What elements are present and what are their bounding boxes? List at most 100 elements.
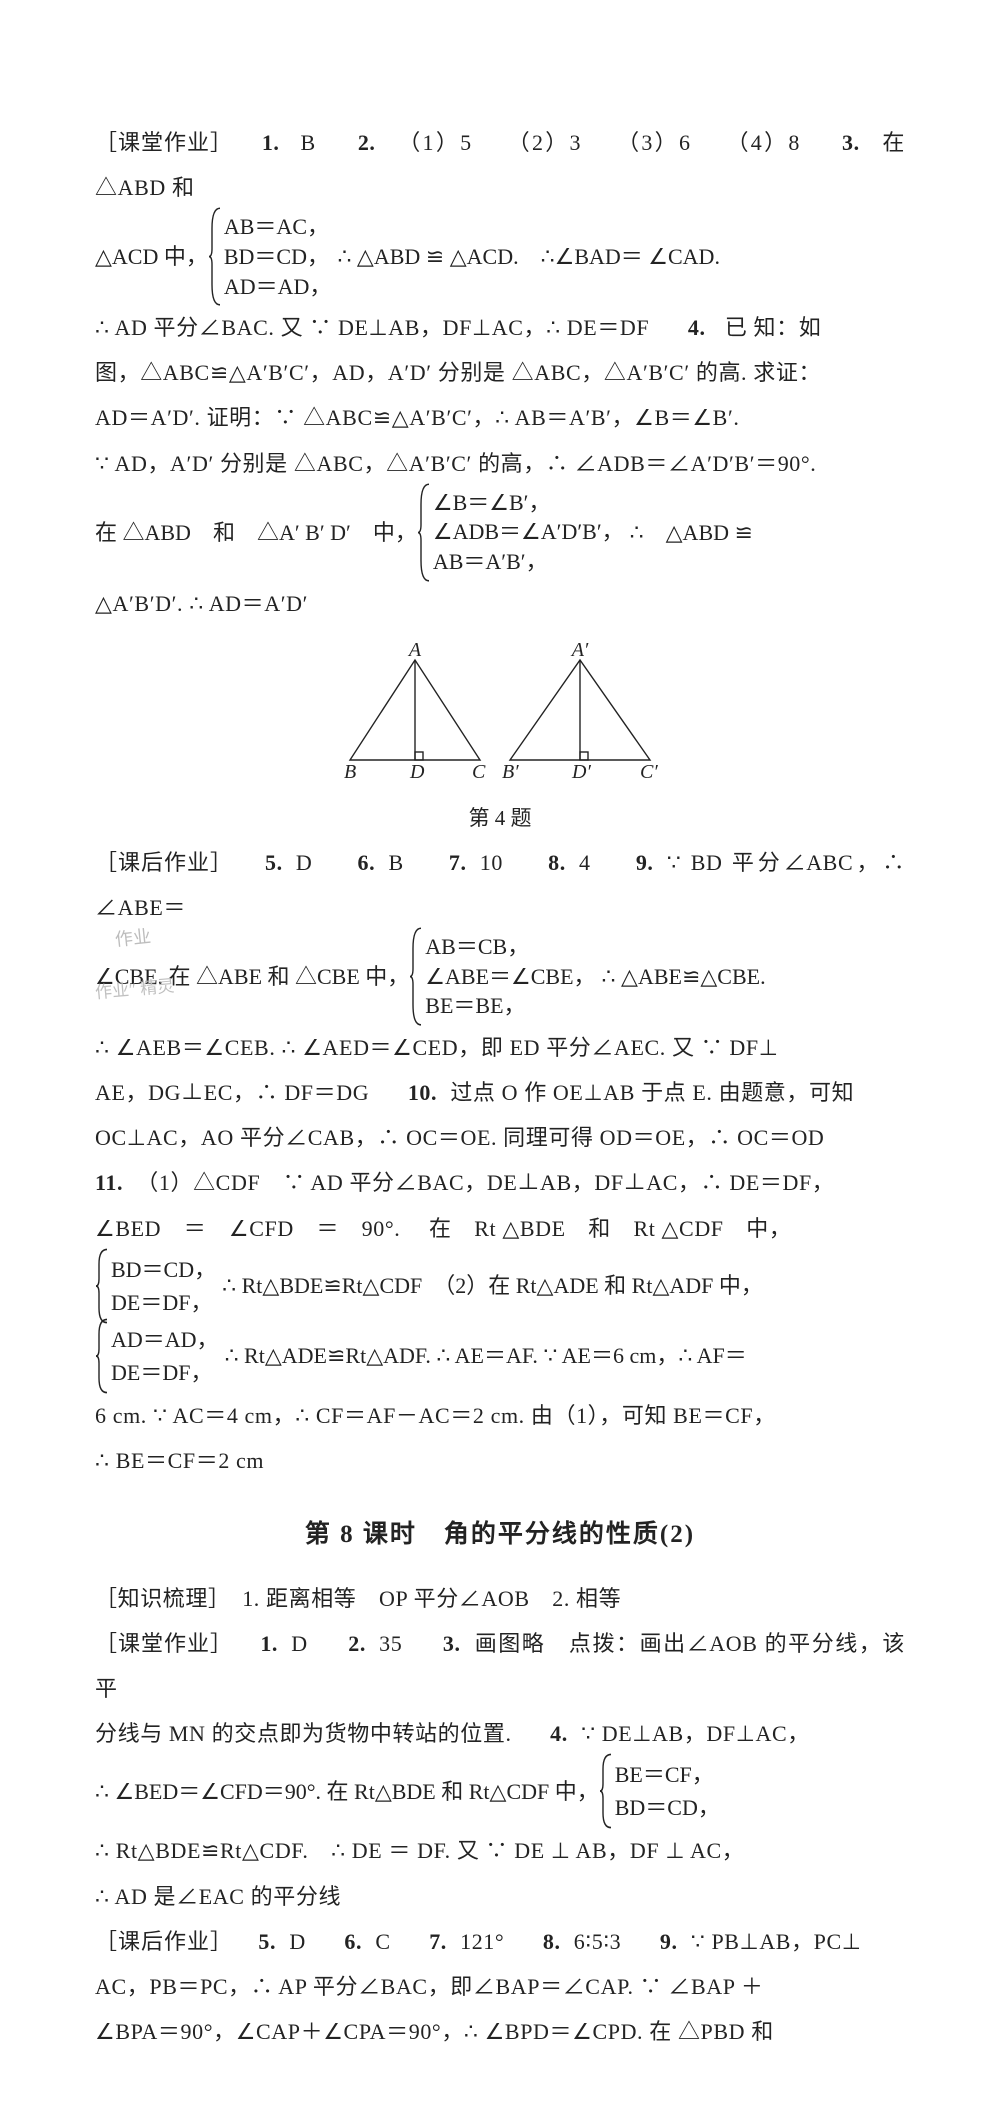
s2-q9-number: 9. (660, 1929, 678, 1954)
q9-line-b: ∴ ∠AEB＝∠CEB. ∴ ∠AED＝∠CED，即 ED 平分∠AEC. 又 … (95, 1025, 905, 1070)
classwork-label-2: ［课堂作业］ (95, 1621, 233, 1666)
s2-q8-answer: 6∶5∶3 (574, 1929, 621, 1954)
homework-label-2: ［课后作业］ (95, 1919, 233, 1964)
s2-homework-line-1: ［课后作业］ 5.D 6.C 7.121° 8.6∶5∶3 9.∵ PB⊥AB，… (95, 1919, 905, 1964)
svg-text:C′: C′ (640, 761, 658, 780)
svg-text:B′: B′ (502, 761, 519, 780)
q3-number: 3. (842, 130, 860, 155)
q4-number: 4. (688, 315, 706, 340)
classwork-label: ［课堂作业］ (95, 120, 233, 165)
brace-group-2: 在 △ABD 和 △A′ B′ D′ 中， ∠B＝∠B′， ∠ADB＝∠A′D′… (95, 488, 905, 577)
q11-line-1: 11. （1）△CDF ∵ AD 平分∠BAC，DE⊥AB，DF⊥AC，∴ DE＝… (95, 1160, 905, 1205)
q1-number: 1. (262, 130, 280, 155)
left-brace-icon (599, 1752, 613, 1830)
left-brace-icon (409, 926, 423, 1027)
brace-group-6: ∴ ∠BED＝∠CFD＝90°. 在 Rt△BDE 和 Rt△CDF 中， BE… (95, 1758, 905, 1824)
svg-text:D: D (409, 761, 425, 780)
left-brace-icon (208, 206, 222, 307)
q7-answer: 10 (480, 850, 503, 875)
svg-text:B: B (344, 761, 356, 780)
brace-group-1: △ACD 中， AB＝AC， BD＝CD， AD＝AD， ∴ △ABD ≌ △A… (95, 212, 905, 301)
s2-q6-number: 6. (344, 1929, 362, 1954)
q6-answer: B (388, 850, 403, 875)
brace2-row-2: AB＝A′B′， (433, 547, 624, 577)
left-brace-icon (417, 482, 431, 583)
q4-line-b: 图，△ABC≌△A′B′C′，AD，A′D′ 分别是 △ABC，△A′B′C′ … (95, 350, 905, 395)
brace-group-4: BD＝CD， DE＝DF， ∴ Rt△BDE≌Rt△CDF （2）在 Rt△AD… (95, 1253, 905, 1319)
brace1-row-0: AB＝AC， (224, 212, 332, 242)
s2-q5-answer: D (289, 1929, 306, 1954)
knowledge-line: ［知识梳理］ 1. 距离相等 OP 平分∠AOB 2. 相等 (95, 1576, 905, 1621)
s2-c-line5: ∴ AD 是∠EAC 的平分线 (95, 1874, 905, 1919)
q11-line-4: ∴ BE＝CF＝2 cm (95, 1438, 905, 1483)
brace3-right: ∴ △ABE≌△CBE. (602, 954, 766, 999)
homework-line-1: ［课后作业］ 5.D 6.B 7.10 8.4 9.∵ BD 平分∠ABC，∴ … (95, 840, 905, 930)
s2-q6-answer: C (375, 1929, 390, 1954)
q11-text-1: （1）△CDF ∵ AD 平分∠BAC，DE⊥AB，DF⊥AC，∴ DE＝DF， (136, 1170, 834, 1195)
figure-caption: 第 4 题 (95, 797, 905, 840)
brace2-row-1: ∠ADB＝∠A′D′B′， (433, 517, 624, 547)
brace4-row-1: DE＝DF， (111, 1286, 216, 1319)
s2-h-line3: ∠BPA＝90°，∠CAP＋∠CPA＝90°，∴ ∠BPD＝∠CPD. 在 △P… (95, 2009, 905, 2054)
s2-q1-answer: D (291, 1631, 308, 1656)
two-triangles-diagram: A B D C A′ B′ D′ C′ (320, 640, 680, 780)
brace1-right: ∴ △ABD ≌ △ACD. ∴∠BAD＝ ∠CAD. (337, 234, 720, 279)
section-title: 第 8 课时 角的平分线的性质(2) (95, 1509, 905, 1560)
brace4-cases: BD＝CD， DE＝DF， (95, 1253, 216, 1319)
q2p3: （3）6 (615, 130, 690, 155)
brace2-right: ∴ △ABD ≌ (630, 510, 753, 555)
left-brace-icon (95, 1317, 109, 1395)
q9-q10-line: AE，DG⊥EC，∴ DF＝DG 10.过点 O 作 OE⊥AB 于点 E. 由… (95, 1070, 905, 1115)
svg-text:A: A (407, 640, 422, 661)
q5-number: 5. (265, 850, 283, 875)
brace3-row-0: AB＝CB， (425, 932, 595, 962)
brace3-cases: AB＝CB， ∠ABE＝∠CBE， BE＝BE， (409, 932, 595, 1021)
brace-group-5: AD＝AD， DE＝DF， ∴ Rt△ADE≌Rt△ADF. ∴ AE＝AF. … (95, 1323, 905, 1389)
brace5-right: ∴ Rt△ADE≌Rt△ADF. ∴ AE＝AF. ∵ AE＝6 cm，∴ AF… (225, 1333, 747, 1378)
q7-number: 7. (449, 850, 467, 875)
brace1-row-1: BD＝CD， (224, 242, 332, 272)
q10-line-b: OC⊥AC，AO 平分∠CAB，∴ OC＝OE. 同理可得 OD＝OE，∴ OC… (95, 1115, 905, 1160)
svg-text:A′: A′ (570, 640, 589, 661)
q9-line-c: AE，DG⊥EC，∴ DF＝DG (95, 1080, 369, 1105)
homework-label: ［课后作业］ (95, 840, 233, 885)
s2-q3-number: 3. (443, 1631, 461, 1656)
q5-answer: D (296, 850, 313, 875)
s2-classwork-line-1: ［课堂作业］ 1.D 2.35 3.画图略 点拨：画出∠AOB 的平分线，该平 (95, 1621, 905, 1711)
q4-line-e: △A′B′D′. ∴ AD＝A′D′ (95, 581, 905, 626)
q6-number: 6. (358, 850, 376, 875)
q1-answer: B (301, 130, 316, 155)
brace1-cases: AB＝AC， BD＝CD， AD＝AD， (208, 212, 332, 301)
q4-figure: A B D C A′ B′ D′ C′ (95, 640, 905, 795)
q3-conclusion: ∴ AD 平分∠BAC. 又 ∵ DE⊥AB，DF⊥AC，∴ DE＝DF (95, 315, 649, 340)
brace6-cases: BE＝CF， BD＝CD， (599, 1758, 720, 1824)
q9-number: 9. (636, 850, 654, 875)
s2-q2-answer: 35 (379, 1631, 402, 1656)
q8-answer: 4 (579, 850, 591, 875)
brace6-row-1: BD＝CD， (615, 1791, 720, 1824)
q2-number: 2. (358, 130, 376, 155)
q4-line-d: ∵ AD，A′D′ 分别是 △ABC，△A′B′C′ 的高，∴ ∠ADB＝∠A′… (95, 441, 905, 486)
q2p1: （1）5 (397, 130, 472, 155)
q10-text: 过点 O 作 OE⊥AB 于点 E. 由题意，可知 (450, 1080, 854, 1105)
brace4-right: ∴ Rt△BDE≌Rt△CDF （2）在 Rt△ADE 和 Rt△ADF 中， (222, 1263, 763, 1308)
brace5-cases: AD＝AD， DE＝DF， (95, 1323, 219, 1389)
s2-q1-number: 1. (260, 1631, 278, 1656)
left-brace-icon (95, 1247, 109, 1325)
svg-text:C: C (472, 761, 486, 780)
s2-classwork-line-2: 分线与 MN 的交点即为货物中转站的位置. 4.∵ DE⊥AB，DF⊥AC， (95, 1711, 905, 1756)
q11-line-3: 6 cm. ∵ AC＝4 cm，∴ CF＝AF－AC＝2 cm. 由（1），可知… (95, 1393, 905, 1438)
s2-q8-number: 8. (543, 1929, 561, 1954)
q2p2: （2）3 (506, 130, 581, 155)
page-root: ［课堂作业］ 1. B 2. （1）5 （2）3 （3）6 （4）8 3. 在 … (0, 0, 1000, 2114)
q4-intro: 已 知：如 (725, 315, 822, 340)
brace3-row-1: ∠ABE＝∠CBE， (425, 962, 595, 992)
q4-line-c: AD＝A′D′. 证明：∵ △ABC≌△A′B′C′，∴ AB＝A′B′，∠B＝… (95, 395, 905, 440)
s2-c-line2: 分线与 MN 的交点即为货物中转站的位置. (95, 1721, 512, 1746)
s2-q2-number: 2. (348, 1631, 366, 1656)
q11-number: 11. (95, 1170, 123, 1195)
brace1-row-2: AD＝AD， (224, 272, 332, 302)
s2-q7-number: 7. (429, 1929, 447, 1954)
brace2-cases: ∠B＝∠B′， ∠ADB＝∠A′D′B′， AB＝A′B′， (417, 488, 624, 577)
q2p4: （4）8 (725, 130, 800, 155)
